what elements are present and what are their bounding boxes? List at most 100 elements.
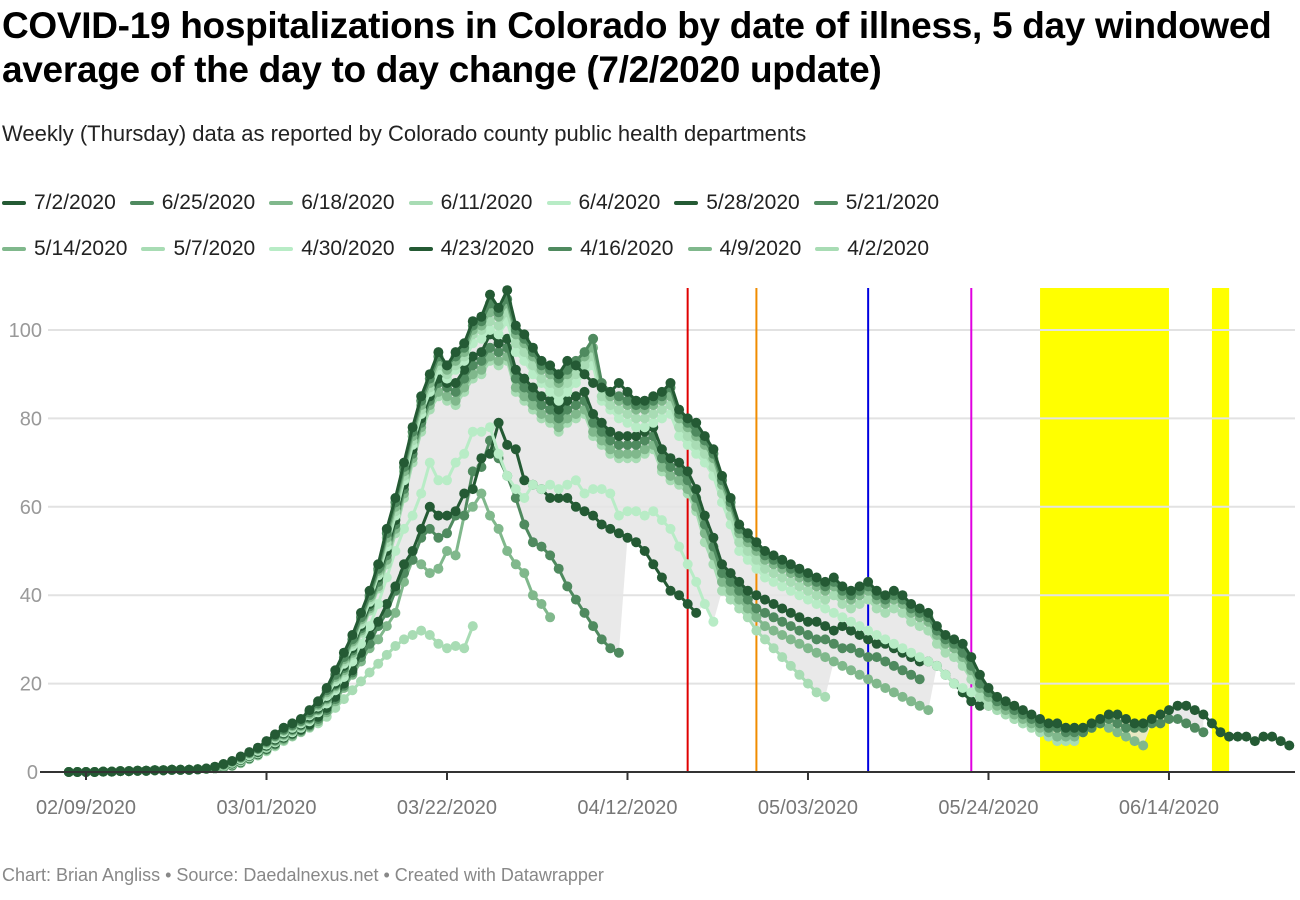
data-point (828, 638, 839, 649)
data-point (656, 404, 667, 415)
data-point (682, 559, 693, 570)
legend-swatch (546, 201, 571, 205)
data-point (459, 510, 470, 521)
data-point (588, 409, 599, 419)
data-point (957, 638, 968, 649)
legend-swatch (269, 201, 294, 205)
data-point (1241, 731, 1252, 742)
data-point (846, 665, 856, 676)
data-point (1138, 718, 1149, 729)
data-point (1112, 709, 1123, 720)
data-point (545, 404, 556, 415)
data-point (803, 594, 813, 605)
data-point (1206, 718, 1217, 729)
data-point (416, 391, 427, 402)
data-point (914, 621, 925, 632)
data-point (880, 656, 891, 667)
data-point (631, 395, 642, 406)
legend-swatch (2, 247, 26, 251)
data-point (760, 546, 770, 556)
data-point (708, 616, 719, 627)
data-point (940, 669, 951, 680)
data-point (777, 630, 788, 640)
data-point (570, 400, 581, 411)
data-point (502, 439, 513, 450)
data-point (717, 559, 727, 570)
data-point (725, 585, 736, 596)
data-point (330, 665, 341, 676)
data-point (502, 285, 513, 296)
data-point (974, 669, 985, 680)
data-point (424, 369, 435, 380)
data-point (691, 484, 702, 495)
data-point (588, 426, 599, 437)
data-point (777, 616, 788, 627)
data-point (1258, 731, 1269, 742)
data-point (1121, 722, 1131, 733)
data-point (588, 621, 599, 632)
data-point (1172, 700, 1183, 711)
data-point (734, 603, 745, 614)
data-point (545, 550, 556, 561)
data-point (562, 404, 573, 415)
data-point (459, 448, 470, 459)
data-point (837, 660, 848, 671)
data-point (424, 501, 435, 512)
data-point (1172, 714, 1183, 724)
data-point (725, 594, 736, 605)
legend-label: 4/30/2020 (301, 237, 395, 260)
data-point (674, 404, 685, 415)
data-point (674, 466, 685, 477)
data-point (416, 488, 427, 499)
data-point (888, 660, 899, 671)
data-point (803, 678, 813, 689)
legend-swatch (674, 201, 699, 205)
data-point (691, 448, 702, 459)
data-point (287, 718, 298, 729)
data-point (1017, 705, 1028, 716)
data-point (631, 413, 642, 424)
legend-swatch (408, 247, 433, 251)
data-point (974, 691, 985, 702)
data-point (390, 581, 401, 592)
data-point (854, 630, 865, 640)
data-point (871, 630, 882, 640)
data-point (175, 764, 186, 775)
data-point (510, 373, 521, 384)
legend-item: 4/9/2020 (687, 237, 801, 261)
data-point (734, 594, 745, 605)
data-point (837, 599, 848, 609)
data-point (510, 382, 521, 393)
data-point (751, 625, 762, 636)
data-point (699, 510, 710, 521)
data-point (1103, 709, 1114, 720)
legend-swatch (687, 247, 712, 251)
data-point (768, 643, 779, 654)
data-point (914, 674, 925, 685)
data-point (1000, 696, 1011, 707)
data-point (785, 621, 796, 632)
data-point (562, 395, 573, 406)
data-point (906, 696, 917, 707)
data-point (1275, 736, 1286, 747)
data-point (1249, 736, 1260, 747)
data-point (364, 585, 375, 596)
data-point (442, 510, 452, 521)
data-point (648, 506, 659, 517)
legend-swatch (815, 247, 840, 251)
data-point (450, 641, 461, 651)
data-point (493, 320, 504, 331)
legend-label: 5/21/2020 (845, 191, 940, 214)
data-point (949, 634, 960, 645)
x-tick-label: 02/09/2020 (36, 797, 136, 819)
data-point (639, 435, 650, 446)
data-point (897, 590, 908, 601)
data-point (888, 687, 899, 698)
data-point (820, 652, 831, 663)
data-point (579, 488, 590, 499)
data-point (588, 510, 599, 521)
data-point (631, 448, 642, 459)
data-point (613, 378, 624, 388)
data-point (811, 647, 822, 658)
data-point (364, 667, 375, 678)
